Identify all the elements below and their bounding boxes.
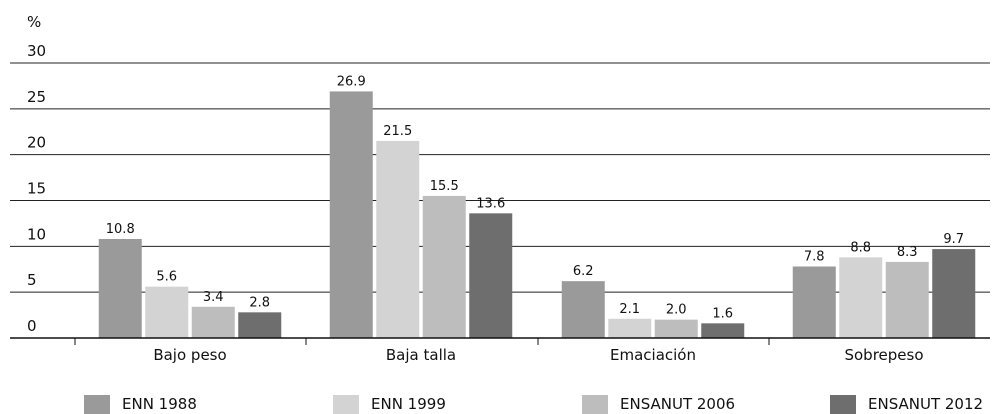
y-tick-label-25: 25 — [27, 88, 46, 106]
data-label-enn-1999-baja-talla: 21.5 — [383, 124, 412, 139]
bar-enn-1999-baja-talla — [376, 140, 420, 338]
bar-ensanut-2006-baja-talla — [422, 195, 466, 338]
data-label-ensanut-2006-sobrepeso: 8.3 — [897, 245, 918, 260]
data-label-ensanut-2006-baja-talla: 15.5 — [430, 179, 459, 194]
data-label-enn-1999-emaciacion: 2.1 — [619, 302, 640, 317]
y-tick-label-20: 20 — [27, 134, 46, 152]
y-tick-label-30: 30 — [27, 42, 46, 60]
legend-label-enn-1999: ENN 1999 — [371, 395, 446, 413]
data-label-enn-1988-bajo-peso: 10.8 — [106, 222, 135, 237]
legend-swatch-enn-1988 — [84, 394, 110, 414]
bar-ensanut-2012-bajo-peso — [238, 312, 282, 338]
legend-swatch-enn-1999 — [333, 394, 359, 414]
bar-enn-1999-bajo-peso — [145, 286, 189, 338]
legend-label-enn-1988: ENN 1988 — [122, 395, 197, 413]
data-label-ensanut-2012-baja-talla: 13.6 — [476, 196, 505, 211]
y-axis-label: % — [27, 13, 41, 31]
data-label-ensanut-2012-emaciacion: 1.6 — [712, 306, 733, 321]
bar-ensanut-2012-sobrepeso — [932, 249, 976, 338]
legend-item-ensanut-2006: ENSANUT 2006 — [582, 394, 735, 414]
legend-item-enn-1988: ENN 1988 — [84, 394, 197, 414]
y-tick-label-10: 10 — [27, 225, 46, 243]
data-label-enn-1999-bajo-peso: 5.6 — [156, 270, 177, 285]
legend-label-ensanut-2006: ENSANUT 2006 — [620, 395, 736, 413]
category-label-bajo-peso: Bajo peso — [153, 346, 226, 364]
data-label-enn-1988-baja-talla: 26.9 — [337, 74, 366, 89]
bar-enn-1988-baja-talla — [329, 91, 373, 339]
data-label-enn-1988-sobrepeso: 7.8 — [804, 250, 825, 265]
bar-enn-1988-emaciacion — [561, 281, 605, 338]
bar-enn-1988-bajo-peso — [98, 239, 142, 338]
data-label-ensanut-2006-bajo-peso: 3.4 — [203, 290, 224, 305]
bar-ensanut-2006-bajo-peso — [191, 306, 235, 338]
bar-ensanut-2012-emaciacion — [701, 323, 745, 338]
chart-legend: ENN 1988 ENN 1999 ENSANUT 2006 ENSANUT 2… — [0, 386, 992, 414]
legend-swatch-ensanut-2006 — [582, 394, 608, 414]
legend-swatch-ensanut-2012 — [830, 394, 856, 414]
bar-ensanut-2006-sobrepeso — [885, 261, 929, 338]
bar-ensanut-2006-emaciacion — [654, 319, 698, 338]
category-label-baja-talla: Baja talla — [386, 346, 456, 364]
data-label-enn-1999-sobrepeso: 8.8 — [850, 240, 871, 255]
data-label-ensanut-2012-sobrepeso: 9.7 — [943, 232, 964, 247]
bar-chart-svg: 0 5 10 15 20 25 30% 10.8 5.6 3.4 2.8 Bajo peso 26.9 2… — [10, 13, 990, 364]
bar-enn-1999-sobrepeso — [839, 257, 883, 338]
category-label-emaciacion: Emaciación — [610, 346, 696, 364]
y-tick-label-0: 0 — [27, 317, 37, 335]
data-label-ensanut-2012-bajo-peso: 2.8 — [249, 295, 270, 310]
bar-ensanut-2012-baja-talla — [469, 213, 513, 338]
y-tick-label-15: 15 — [27, 180, 46, 198]
bar-enn-1988-sobrepeso — [792, 266, 836, 338]
y-tick-label-5: 5 — [27, 271, 37, 289]
legend-item-enn-1999: ENN 1999 — [333, 394, 446, 414]
data-label-ensanut-2006-emaciacion: 2.0 — [666, 303, 687, 318]
data-label-enn-1988-emaciacion: 6.2 — [573, 264, 594, 279]
bar-enn-1999-emaciacion — [608, 318, 652, 338]
legend-item-ensanut-2012: ENSANUT 2012 — [830, 394, 983, 414]
legend-label-ensanut-2012: ENSANUT 2012 — [868, 395, 984, 413]
category-label-sobrepeso: Sobrepeso — [844, 346, 923, 364]
